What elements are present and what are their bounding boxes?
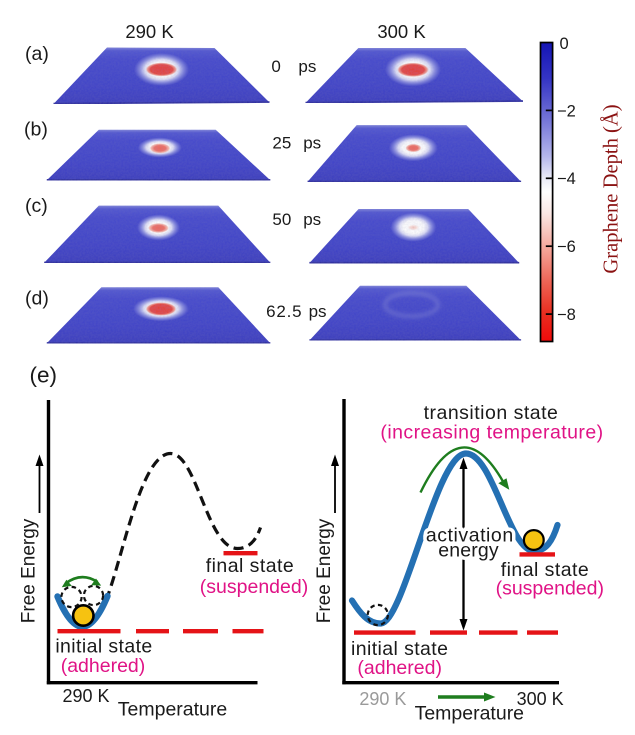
svg-text:(suspended): (suspended) [200, 576, 308, 598]
svg-text:(a): (a) [25, 43, 49, 65]
svg-text:ps: ps [309, 302, 327, 321]
svg-text:initial state: initial state [55, 636, 152, 658]
svg-text:ps: ps [303, 210, 321, 229]
svg-text:activation: activation [426, 525, 514, 547]
svg-text:ps: ps [298, 57, 316, 76]
svg-text:290 K: 290 K [125, 21, 174, 42]
svg-text:initial state: initial state [351, 638, 448, 660]
svg-text:final state: final state [206, 555, 294, 577]
svg-text:(suspended): (suspended) [496, 578, 604, 600]
svg-text:(adhered): (adhered) [61, 655, 146, 677]
svg-text:50: 50 [272, 210, 291, 229]
svg-text:ps: ps [303, 134, 321, 153]
svg-text:0: 0 [271, 57, 280, 76]
svg-text:−4: −4 [557, 170, 576, 188]
svg-text:(b): (b) [24, 119, 48, 141]
svg-text:energy: energy [438, 540, 499, 562]
svg-text:−2: −2 [557, 102, 576, 120]
svg-text:290 K: 290 K [62, 686, 109, 706]
svg-text:300 K: 300 K [517, 689, 564, 709]
svg-text:Free Energy: Free Energy [19, 518, 40, 623]
svg-text:transition state: transition state [424, 402, 559, 424]
svg-text:(c): (c) [25, 195, 48, 217]
svg-text:final state: final state [501, 559, 589, 581]
svg-text:0: 0 [560, 35, 569, 53]
svg-text:25: 25 [272, 134, 291, 153]
svg-text:−6: −6 [557, 238, 576, 256]
svg-text:Free Energy: Free Energy [314, 518, 335, 623]
svg-text:300 K: 300 K [377, 21, 426, 42]
svg-text:(d): (d) [25, 288, 49, 310]
svg-text:(e): (e) [30, 363, 58, 388]
svg-text:Graphene Depth (Å): Graphene Depth (Å) [601, 104, 623, 273]
svg-text:−8: −8 [557, 306, 576, 324]
svg-text:Temperature: Temperature [415, 703, 524, 725]
svg-text:Temperature: Temperature [118, 699, 227, 721]
svg-text:(increasing temperature): (increasing temperature) [380, 422, 603, 444]
svg-text:290 K: 290 K [359, 689, 406, 709]
svg-text:(adhered): (adhered) [357, 657, 442, 679]
svg-text:62.5: 62.5 [266, 302, 302, 321]
